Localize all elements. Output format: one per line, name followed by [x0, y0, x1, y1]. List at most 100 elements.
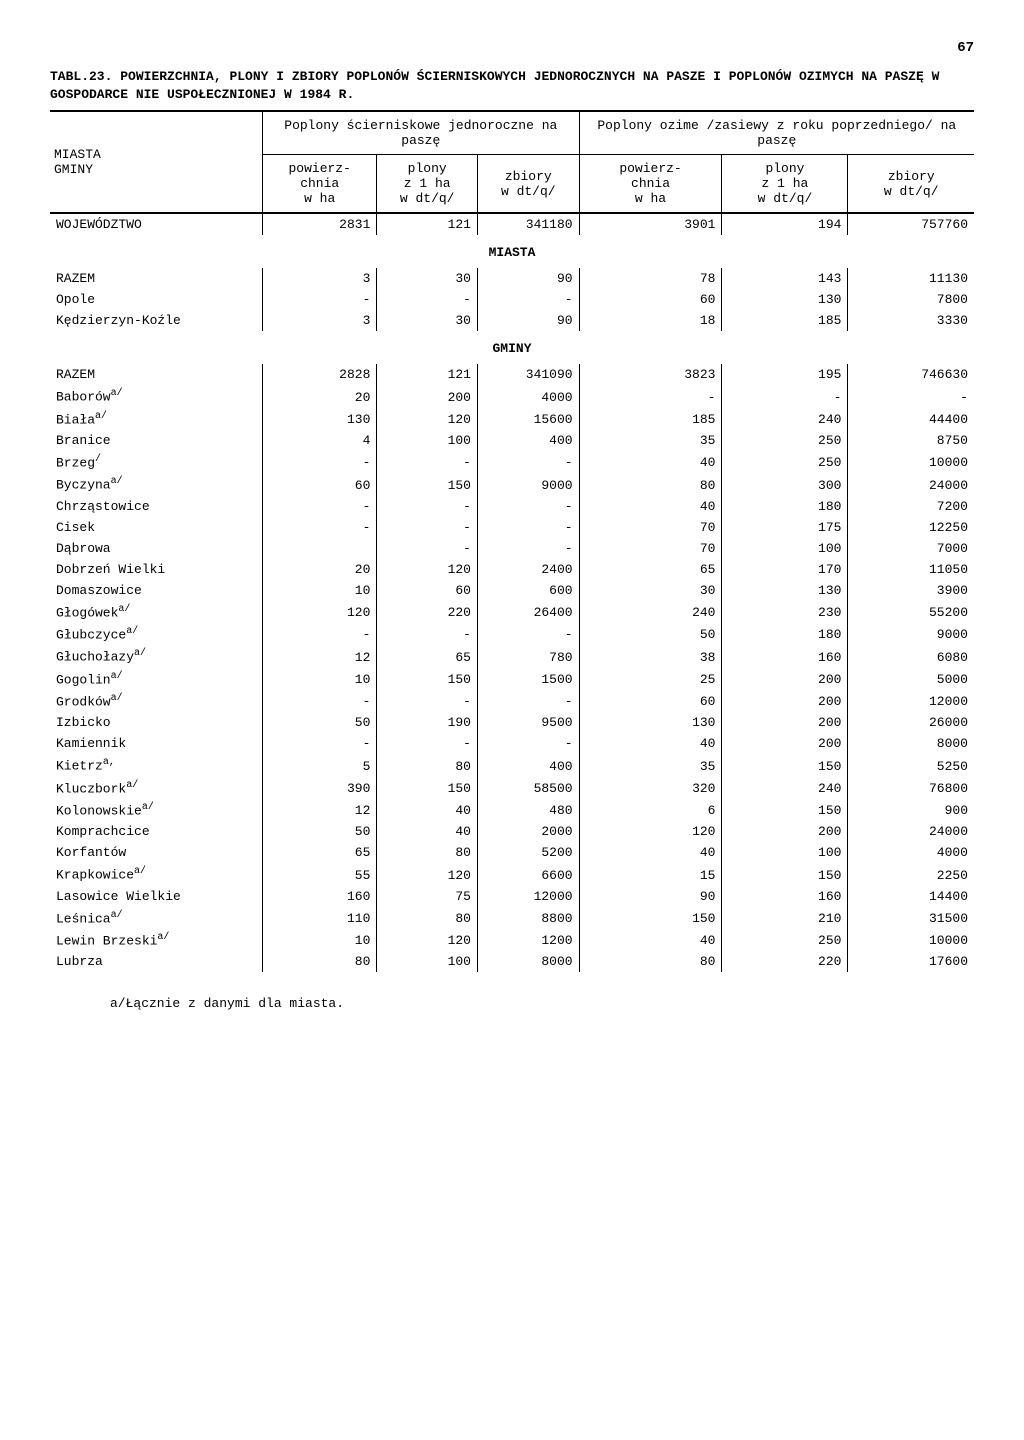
- cell: 50: [263, 712, 377, 733]
- cell: 120: [377, 929, 478, 951]
- cell: -: [263, 289, 377, 310]
- table-row: Lewin Brzeskia/1012012004025010000: [50, 929, 974, 951]
- cell: 14400: [848, 886, 974, 907]
- cell: 600: [477, 580, 579, 601]
- cell: 150: [722, 863, 848, 885]
- cell: 110: [263, 907, 377, 929]
- cell: 30: [377, 310, 478, 331]
- cell: 9000: [848, 623, 974, 645]
- section-label: GMINY: [50, 331, 974, 364]
- footnote: a/Łącznie z danymi dla miasta.: [50, 996, 974, 1011]
- table-row: RAZEM330907814311130: [50, 268, 974, 289]
- row-name: Domaszowice: [50, 580, 263, 601]
- table-row: Kamiennik---402008000: [50, 733, 974, 754]
- cell: 40: [579, 842, 722, 863]
- cell: 7000: [848, 538, 974, 559]
- cell: 150: [377, 777, 478, 799]
- row-name: Kolonowskiea/: [50, 799, 263, 821]
- cell: 390: [263, 777, 377, 799]
- cell: 240: [579, 601, 722, 623]
- cell: 8800: [477, 907, 579, 929]
- cell: 90: [579, 886, 722, 907]
- cell: 121: [377, 364, 478, 385]
- cell: 780: [477, 645, 579, 667]
- cell: -: [477, 623, 579, 645]
- cell: 300: [722, 473, 848, 495]
- row-name: Opole: [50, 289, 263, 310]
- cell: 5250: [848, 754, 974, 776]
- cell: 35: [579, 754, 722, 776]
- table-row: Komprachcice5040200012020024000: [50, 821, 974, 842]
- cell: 220: [722, 951, 848, 972]
- cell: 180: [722, 623, 848, 645]
- cell: 15: [579, 863, 722, 885]
- cell: 900: [848, 799, 974, 821]
- row-name: Krapkowicea/: [50, 863, 263, 885]
- cell: 170: [722, 559, 848, 580]
- cell: 31500: [848, 907, 974, 929]
- cell: 26000: [848, 712, 974, 733]
- cell: 100: [722, 842, 848, 863]
- section-row: MIASTA: [50, 235, 974, 268]
- cell: -: [477, 733, 579, 754]
- cell: 341180: [477, 213, 579, 235]
- cell: 3: [263, 268, 377, 289]
- cell: -: [263, 623, 377, 645]
- cell: 15600: [477, 408, 579, 430]
- cell: 200: [722, 668, 848, 690]
- cell: [263, 538, 377, 559]
- cell: 6600: [477, 863, 579, 885]
- table-row: Dąbrowa--701007000: [50, 538, 974, 559]
- table-row: RAZEM28281213410903823195746630: [50, 364, 974, 385]
- row-name: Chrząstowice: [50, 496, 263, 517]
- row-name: Branice: [50, 430, 263, 451]
- cell: 480: [477, 799, 579, 821]
- cell: 18: [579, 310, 722, 331]
- cell: 55200: [848, 601, 974, 623]
- col-h1: powierz- chnia w ha: [263, 155, 377, 214]
- cell: -: [377, 733, 478, 754]
- row-name: Leśnicaa/: [50, 907, 263, 929]
- row-name: Głogóweka/: [50, 601, 263, 623]
- cell: 50: [263, 821, 377, 842]
- row-name: Kluczborka/: [50, 777, 263, 799]
- cell: 200: [377, 385, 478, 407]
- table-row: Baborówa/202004000---: [50, 385, 974, 407]
- table-row: Branice4100400352508750: [50, 430, 974, 451]
- row-name: RAZEM: [50, 364, 263, 385]
- cell: 30: [579, 580, 722, 601]
- cell: 4000: [477, 385, 579, 407]
- row-name: Korfantów: [50, 842, 263, 863]
- row-name: Izbicko: [50, 712, 263, 733]
- cell: 6: [579, 799, 722, 821]
- cell: 40: [377, 821, 478, 842]
- cell: -: [377, 690, 478, 712]
- cell: 30: [377, 268, 478, 289]
- cell: 100: [377, 430, 478, 451]
- table-row: Brzeg/---4025010000: [50, 451, 974, 473]
- table-row: Gogolina/101501500252005000: [50, 668, 974, 690]
- cell: -: [377, 623, 478, 645]
- cell: 10000: [848, 929, 974, 951]
- table-row: Byczynaa/6015090008030024000: [50, 473, 974, 495]
- cell: 150: [722, 799, 848, 821]
- cell: 20: [263, 559, 377, 580]
- table-row: Białaa/1301201560018524044400: [50, 408, 974, 430]
- cell: -: [722, 385, 848, 407]
- cell: 60: [263, 473, 377, 495]
- cell: 5000: [848, 668, 974, 690]
- cell: 2250: [848, 863, 974, 885]
- cell: 180: [722, 496, 848, 517]
- cell: 160: [722, 886, 848, 907]
- row-name: RAZEM: [50, 268, 263, 289]
- table-row: Cisek---7017512250: [50, 517, 974, 538]
- row-name: Cisek: [50, 517, 263, 538]
- cell: 65: [579, 559, 722, 580]
- col-stub: MIASTA GMINY: [50, 111, 263, 213]
- table-row: Kluczborka/3901505850032024076800: [50, 777, 974, 799]
- cell: 160: [722, 645, 848, 667]
- cell: 70: [579, 517, 722, 538]
- table-row: Opole---601307800: [50, 289, 974, 310]
- cell: 200: [722, 690, 848, 712]
- table-row: Kolonowskiea/12404806150900: [50, 799, 974, 821]
